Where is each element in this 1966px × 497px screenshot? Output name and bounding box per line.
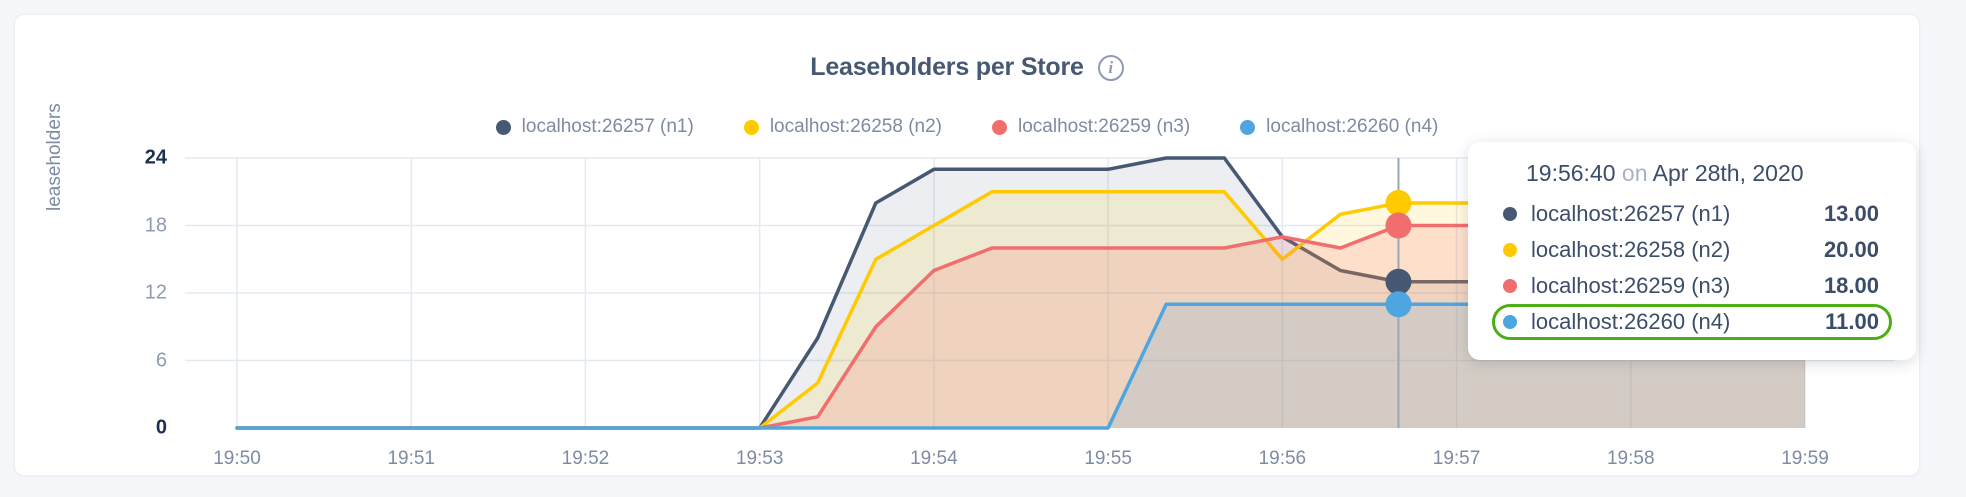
x-tick-label: 19:55 xyxy=(1084,448,1132,469)
x-tick-label: 19:54 xyxy=(910,448,958,469)
info-icon[interactable]: i xyxy=(1097,54,1124,81)
y-tick-label: 24 xyxy=(144,146,167,169)
tooltip-series-dot-icon xyxy=(1503,243,1517,257)
legend-dot-icon xyxy=(495,119,511,135)
tooltip-row: localhost:26259 (n3) 18.00 xyxy=(1492,268,1892,304)
tooltip-series-dot-icon xyxy=(1503,315,1517,329)
cursor-marker-dot[interactable] xyxy=(1385,291,1412,318)
legend-dot-icon xyxy=(743,119,759,135)
tooltip-series-dot-icon xyxy=(1503,207,1517,221)
x-tick-label: 19:58 xyxy=(1606,448,1655,469)
legend-item-n4[interactable]: localhost:26260 (n4) xyxy=(1240,116,1438,138)
y-tick-label: 18 xyxy=(144,214,167,236)
x-tick-label: 19:51 xyxy=(387,448,435,469)
legend-item-label: localhost:26257 (n1) xyxy=(521,116,694,137)
legend-item-n2[interactable]: localhost:26258 (n2) xyxy=(743,116,942,138)
x-tick-label: 19:52 xyxy=(561,448,610,469)
page-title: Leaseholders per Store xyxy=(810,53,1084,81)
y-tick-label: 6 xyxy=(155,349,167,371)
tooltip-series-label: localhost:26258 (n2) xyxy=(1531,237,1731,262)
legend-item-n3[interactable]: localhost:26259 (n3) xyxy=(992,116,1190,138)
tooltip-series-value: 13.00 xyxy=(1823,201,1879,226)
tooltip-series-value: 20.00 xyxy=(1823,237,1879,262)
tooltip-on-word: on xyxy=(1621,160,1648,186)
chart-legend: localhost:26257 (n1) localhost:26258 (n2)… xyxy=(15,116,1919,138)
tooltip-series-label: localhost:26259 (n3) xyxy=(1531,273,1731,298)
x-tick-label: 19:53 xyxy=(735,448,784,469)
tooltip-series-label: localhost:26260 (n4) xyxy=(1531,309,1731,334)
legend-item-label: localhost:26260 (n4) xyxy=(1266,116,1439,137)
cursor-marker-dot[interactable] xyxy=(1385,212,1412,239)
legend-item-n1[interactable]: localhost:26257 (n1) xyxy=(495,116,694,138)
chart-header: Leaseholders per Store i xyxy=(15,53,1919,82)
legend-dot-icon xyxy=(1240,119,1256,135)
y-tick-label: 12 xyxy=(144,281,167,304)
tooltip-timestamp: 19:56:40 on Apr 28th, 2020 xyxy=(1492,160,1892,187)
tooltip-series-label: localhost:26257 (n1) xyxy=(1531,201,1731,226)
tooltip-row: localhost:26260 (n4) 11.00 xyxy=(1492,304,1892,340)
tooltip-series-value: 18.00 xyxy=(1823,273,1879,298)
legend-item-label: localhost:26259 (n3) xyxy=(1018,116,1191,137)
tooltip-rows: localhost:26257 (n1) 13.00 localhost:26258… xyxy=(1492,196,1892,340)
cursor-marker-dot[interactable] xyxy=(1385,268,1412,295)
chart-card: Leaseholders per Store i localhost:26257… xyxy=(14,14,1920,476)
tooltip-series-dot-icon xyxy=(1503,279,1517,293)
tooltip-date: Apr 28th, 2020 xyxy=(1652,160,1804,186)
x-tick-label: 19:50 xyxy=(213,448,261,469)
y-axis-title: leaseholders xyxy=(44,103,65,211)
tooltip-row: localhost:26258 (n2) 20.00 xyxy=(1492,232,1892,268)
tooltip-time: 19:56:40 xyxy=(1526,160,1616,186)
x-tick-label: 19:57 xyxy=(1432,448,1481,469)
x-tick-label: 19:56 xyxy=(1258,448,1307,469)
chart-tooltip: 19:56:40 on Apr 28th, 2020 localhost:262… xyxy=(1468,142,1916,360)
y-tick-label: 0 xyxy=(155,416,167,439)
cursor-markers xyxy=(1385,190,1412,318)
tooltip-series-value: 11.00 xyxy=(1825,309,1879,334)
legend-dot-icon xyxy=(992,119,1007,135)
x-tick-label: 19:59 xyxy=(1781,448,1829,469)
tooltip-row: localhost:26257 (n1) 13.00 xyxy=(1492,196,1892,232)
legend-item-label: localhost:26258 (n2) xyxy=(769,116,942,137)
cursor-marker-dot[interactable] xyxy=(1385,190,1412,216)
